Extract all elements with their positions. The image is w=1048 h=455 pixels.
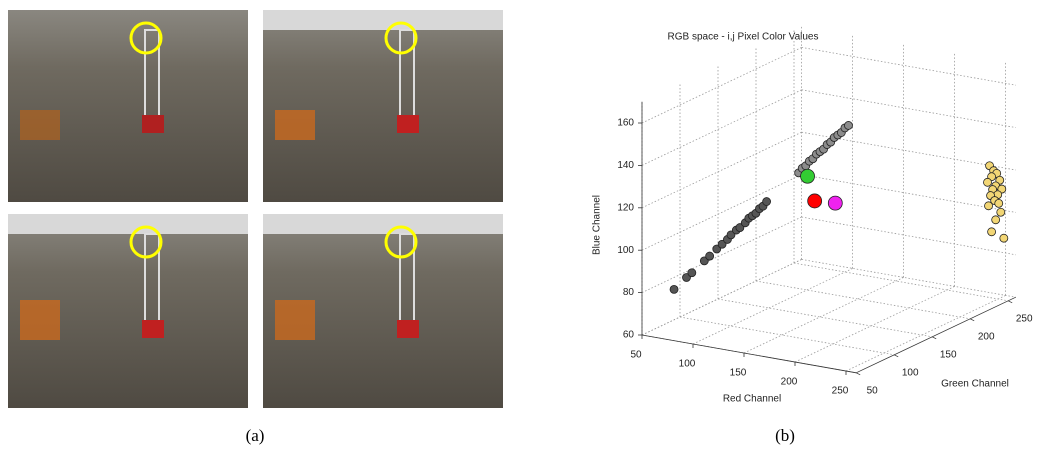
data-point [688,269,696,277]
data-point [984,178,992,186]
data-point [828,196,842,210]
data-point [988,228,996,236]
grid-line [802,47,1016,85]
photo-grid [8,10,503,408]
y-axis-label: Green Channel [941,379,1009,390]
grid-line [642,175,802,251]
tick-mark [970,319,974,321]
grid-line [642,132,802,208]
grid-line [680,317,894,355]
grid-line [744,277,904,353]
data-point [995,199,1003,207]
x-tick-label: 150 [730,368,747,379]
grid-line [642,217,802,293]
x-tick-label: 250 [832,386,849,397]
y-tick-label: 50 [867,385,879,396]
z-tick-label: 80 [623,287,635,298]
tick-mark [856,373,860,375]
z-tick-label: 60 [623,330,635,341]
x-axis-label: Red Channel [723,394,781,405]
chart-title: RGB space - i,j Pixel Color Values [668,32,819,43]
grid-line [718,299,932,337]
tick-mark [1008,301,1012,303]
z-tick-label: 140 [617,160,634,171]
data-point [997,208,1005,216]
data-point [670,285,678,293]
grid-line [756,281,970,319]
grid-line [642,259,802,335]
z-tick-label: 100 [617,245,634,256]
grid-line [795,286,955,362]
y-tick-label: 250 [1016,313,1033,324]
y-tick-label: 200 [978,331,995,342]
grid-line [642,47,802,123]
x-tick-label: 200 [781,377,798,388]
data-point [985,202,993,210]
caption: (a) [246,426,265,445]
grid-line [642,90,802,166]
figure: (a) (b) RGB space - i,j Pixel Color Valu… [0,0,1048,455]
data-point [801,169,815,183]
z-tick-label: 120 [617,202,634,213]
photo [8,10,248,202]
y-tick-label: 150 [940,349,957,360]
data-point [844,121,852,129]
photo [263,214,503,408]
caption: (b) [775,426,795,445]
axis-line [642,335,856,373]
data-point [992,216,1000,224]
grid-line [794,263,1008,301]
data-point [706,252,714,260]
data-point [763,198,771,206]
z-tick-label: 160 [617,118,634,129]
photo [8,214,248,408]
tick-mark [894,355,898,357]
tick-mark [932,337,936,339]
grid-line [802,90,1016,128]
y-tick-label: 100 [902,367,919,378]
figure-canvas: (a) (b) RGB space - i,j Pixel Color Valu… [0,0,1048,455]
x-tick-label: 50 [630,350,642,361]
z-axis-label: Blue Channel [592,195,603,255]
x-tick-label: 100 [679,359,696,370]
grid-line [693,268,853,344]
photo [263,10,503,202]
data-point [1000,234,1008,242]
data-point [808,194,822,208]
grid-line [802,217,1016,255]
grid-line [802,259,1016,297]
